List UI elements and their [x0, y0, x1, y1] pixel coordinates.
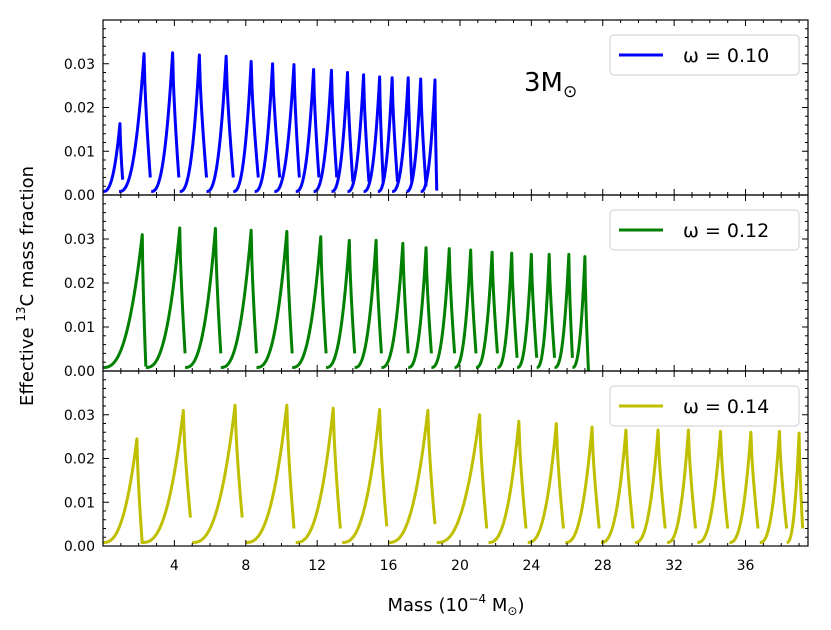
pulse-curve	[103, 122, 125, 193]
y-tick-label: 0.02	[64, 101, 95, 117]
legend-label: ω = 0.12	[683, 220, 769, 242]
x-tick-label: 12	[308, 558, 326, 574]
y-tick-label: 0.03	[64, 57, 95, 73]
annotation-3msun: 3M⊙	[524, 68, 577, 102]
pulse-curve	[330, 71, 355, 193]
x-tick-label: 8	[241, 558, 250, 574]
series-2	[103, 226, 590, 371]
y-tick-label: 0.02	[64, 452, 95, 468]
pulse-curve	[220, 228, 258, 369]
pulse-curve	[325, 238, 357, 369]
x-tick-label: 16	[380, 558, 398, 574]
y-tick-label: 0.02	[64, 276, 95, 292]
pulse-curve	[405, 77, 428, 193]
pulse-curve	[341, 408, 389, 544]
pulse-curve	[553, 252, 574, 369]
pulse-curve	[253, 62, 282, 193]
panel-3: 0.00 0.01 0.02 0.03 ω = 0.14	[64, 370, 809, 555]
pulse-curve	[785, 431, 805, 544]
pulse-curve	[295, 406, 342, 544]
pulse-curve	[380, 241, 410, 369]
y-tick-label: 0.01	[64, 495, 95, 511]
x-tick-labels: 4 8 12 16 20 24 28 32 36	[170, 558, 755, 574]
series-3	[103, 403, 805, 544]
pulse-curve	[571, 255, 590, 371]
y-tick-label: 0.01	[64, 144, 95, 160]
y-axis-title: Effective 13C mass fraction	[14, 166, 38, 406]
pulse-curve	[516, 252, 539, 369]
pulse-curve	[273, 63, 301, 193]
pulse-curve	[600, 428, 635, 544]
pulse-curve	[527, 422, 565, 544]
pulse-curve	[496, 251, 519, 369]
pulse-curve	[150, 51, 181, 193]
pulse-curve	[178, 53, 209, 193]
pulse-curve	[184, 226, 223, 369]
x-tick-label: 36	[737, 558, 755, 574]
legend-box	[609, 34, 800, 76]
x-axis-title: Mass (10−4 M⊙)	[387, 592, 524, 618]
pulse-curve	[103, 233, 148, 369]
pulse-curve	[758, 429, 789, 544]
pulse-curve	[245, 403, 296, 544]
pulse-curve	[634, 428, 667, 544]
y-tick-label: 0.00	[64, 188, 95, 204]
legend-1: ω = 0.10	[609, 34, 800, 76]
chart-panels: 0.00 0.01 0.02 0.03 ω = 0.10 0.00 0.01 0.02 0.03…	[64, 19, 809, 555]
x-tick-label: 32	[665, 558, 683, 574]
legend-box	[609, 385, 800, 427]
pulse-curve	[346, 73, 371, 193]
legend-2: ω = 0.12	[609, 209, 800, 251]
pulse-curve	[142, 408, 192, 544]
y-tick-label: 0.03	[64, 408, 95, 424]
pulse-curve	[294, 67, 321, 193]
x-tick-label: 24	[522, 558, 540, 574]
x-tick-label: 4	[170, 558, 179, 574]
pulse-curve	[256, 230, 294, 369]
panel-2: 0.00 0.01 0.02 0.03 ω = 0.12	[64, 194, 809, 380]
pulse-curve	[388, 408, 437, 544]
pulse-curve	[430, 247, 457, 369]
pulse-curve	[488, 419, 528, 544]
pulse-curve	[453, 248, 478, 369]
legend-3: ω = 0.14	[609, 385, 800, 427]
panel-1: 0.00 0.01 0.02 0.03 ω = 0.10	[64, 19, 809, 204]
legend-label: ω = 0.10	[683, 45, 769, 67]
pulse-curve	[376, 76, 399, 193]
pulse-curve	[436, 413, 489, 544]
legend-box	[609, 209, 800, 251]
pulse-curve	[475, 250, 499, 369]
legend-label: ω = 0.14	[683, 396, 769, 418]
pulse-curve	[564, 425, 601, 544]
pulse-curve	[391, 76, 414, 193]
pulse-curve	[407, 246, 433, 369]
pulse-curve	[696, 429, 730, 544]
x-tick-label: 20	[451, 558, 469, 574]
pulse-curve	[232, 60, 260, 193]
pulse-curve	[205, 54, 235, 193]
pulse-curve	[728, 430, 760, 544]
pulse-curve	[362, 75, 385, 193]
pulse-curve	[666, 428, 698, 544]
pulse-curve	[118, 52, 152, 193]
pulse-curve	[419, 78, 439, 193]
pulse-curve	[535, 252, 557, 369]
series-1	[103, 51, 439, 193]
x-tick-label: 28	[594, 558, 612, 574]
y-tick-label: 0.00	[64, 539, 95, 555]
y-tick-label: 0.03	[64, 232, 95, 248]
y-tick-label: 0.00	[64, 364, 95, 380]
pulse-curve	[145, 226, 187, 369]
pulse-curve	[103, 437, 144, 544]
y-tick-label: 0.01	[64, 320, 95, 336]
pulse-curve	[291, 235, 328, 369]
pulse-curve	[192, 403, 244, 544]
pulse-curve	[353, 238, 383, 369]
